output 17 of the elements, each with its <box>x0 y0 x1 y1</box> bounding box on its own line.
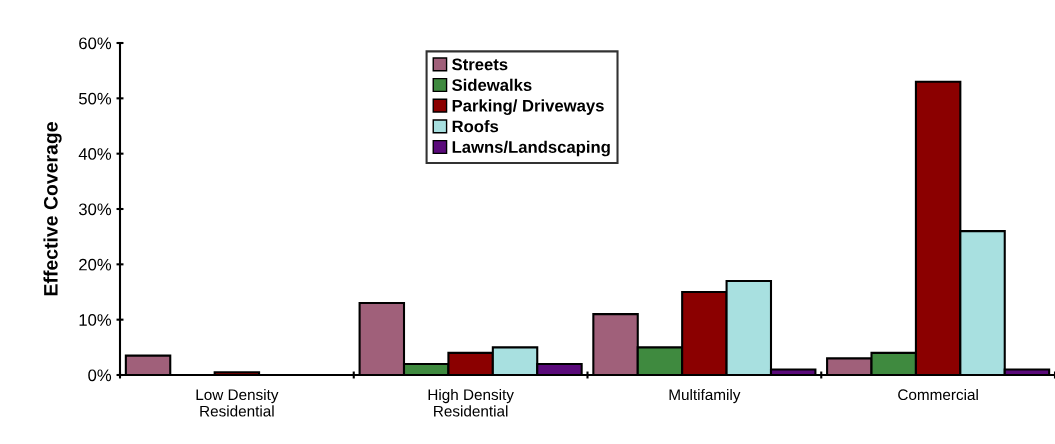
y-tick-label: 20% <box>79 258 112 271</box>
y-tick-label: 10% <box>79 314 112 326</box>
legend-label: Roofs <box>452 120 499 133</box>
y-axis-title: Effective Coverage <box>43 122 62 296</box>
y-tick-label: 50% <box>78 92 112 105</box>
x-tick-label: Commercial <box>898 388 978 401</box>
x-tick-label: Multifamily <box>669 388 741 404</box>
legend-label: Parking/ Driveways <box>452 99 604 115</box>
y-tick-label: 60% <box>79 37 112 50</box>
x-tick-label: High Density Residential <box>428 388 514 417</box>
y-tick-label: 0% <box>88 369 112 382</box>
y-tick-label: 40% <box>78 148 112 160</box>
y-tick-label: 30% <box>78 203 112 216</box>
legend-label: Sidewalks <box>452 78 532 91</box>
legend-label: Lawns/Landscaping <box>452 140 610 157</box>
legend-label: Streets <box>452 58 508 71</box>
x-tick-label: Low Density Residential <box>196 388 279 417</box>
